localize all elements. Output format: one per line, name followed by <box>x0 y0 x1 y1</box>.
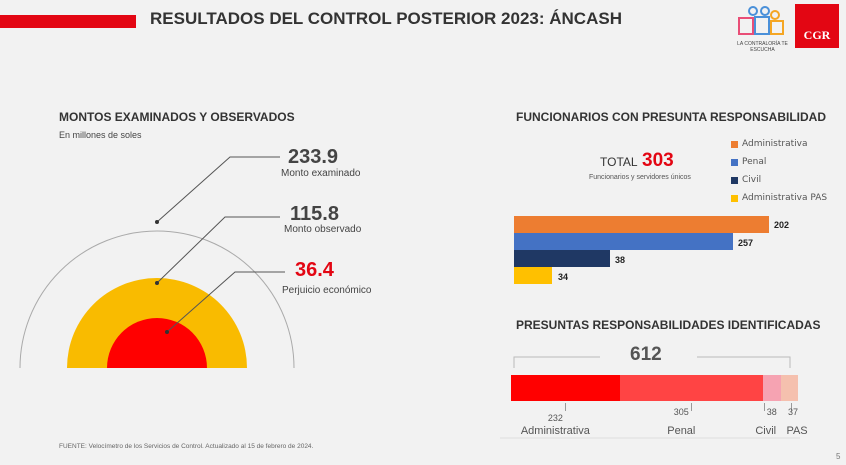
segment-tick <box>565 403 567 411</box>
legend-administrativa: Administrativa <box>731 139 827 149</box>
montos-subtitle: En millones de soles <box>59 130 142 140</box>
page-number: 5 <box>836 452 841 461</box>
segment-tick <box>791 403 793 411</box>
bar-civil-value: 38 <box>615 255 626 265</box>
bar-administrativa-pas-value: 34 <box>558 272 569 282</box>
bar-penal-value: 257 <box>738 238 754 248</box>
segment-label: Administrativa <box>520 425 590 437</box>
segment-administrativa <box>511 375 620 401</box>
funcionarios-legend: Administrativa Penal Civil Administrativ… <box>731 139 827 203</box>
monto-examinado-value: 233.9 <box>288 146 339 168</box>
monto-observado-label: Monto observado <box>284 224 362 235</box>
segment-penal <box>619 375 763 401</box>
leader-observado <box>156 216 280 284</box>
monto-examinado-label: Monto examinado <box>281 168 361 179</box>
total-value: 303 <box>642 150 674 171</box>
leader-examinado <box>156 156 280 223</box>
footer-source: FUENTE: Velocímetro de los Servicios de … <box>59 443 314 450</box>
page-title: RESULTADOS DEL CONTROL POSTERIOR 2023: Á… <box>150 9 622 28</box>
bar-civil <box>514 250 610 267</box>
responsabilidades-title: PRESUNTAS RESPONSABILIDADES IDENTIFICADA… <box>516 318 821 332</box>
montos-title: MONTOS EXAMINADOS Y OBSERVADOS <box>59 110 295 124</box>
perjuicio-value: 36.4 <box>295 259 334 281</box>
contraloria-escucha-logo: LA CONTRALORÍA TE ESCUCHA <box>735 6 790 53</box>
gauge-perjuicio <box>107 318 207 368</box>
gauge-examinado-arc <box>19 230 295 369</box>
cgr-logo: CGR <box>795 4 839 48</box>
legend-administrativa-pas: Administrativa PAS <box>731 193 827 203</box>
segment-label: PAS <box>786 425 808 437</box>
responsabilidades-total: 612 <box>630 344 662 365</box>
bar-penal <box>514 233 733 250</box>
segment-label: Penal <box>667 425 696 437</box>
segment-value: 38 <box>766 407 777 417</box>
segment-value: 232 <box>547 413 563 423</box>
segment-tick <box>691 403 693 411</box>
bar-administrativa-pas <box>514 267 552 284</box>
logo-text: LA CONTRALORÍA TE ESCUCHA <box>737 41 788 53</box>
segment-value: 305 <box>673 407 689 417</box>
funcionarios-title: FUNCIONARIOS CON PRESUNTA RESPONSABILIDA… <box>516 110 827 124</box>
perjuicio-label: Perjuicio económico <box>282 285 372 296</box>
stacked-bar <box>511 375 798 401</box>
segment-tick <box>763 403 765 411</box>
segment-label: Civil <box>755 425 777 437</box>
total-caption: Funcionarios y servidores únicos <box>589 174 691 181</box>
segment-pas <box>780 375 798 401</box>
segment-value: 37 <box>788 407 799 417</box>
legend-civil: Civil <box>731 175 827 185</box>
bar-administrativa-value: 202 <box>774 220 790 230</box>
bar-administrativa <box>514 216 769 233</box>
segment-civil <box>762 375 781 401</box>
monto-observado-value: 115.8 <box>290 203 339 225</box>
total-label: TOTAL <box>600 155 638 169</box>
header-accent-bar <box>0 15 136 28</box>
cgr-logo-text: CGR <box>803 28 831 42</box>
legend-penal: Penal <box>731 157 827 167</box>
leader-perjuicio <box>166 271 285 333</box>
